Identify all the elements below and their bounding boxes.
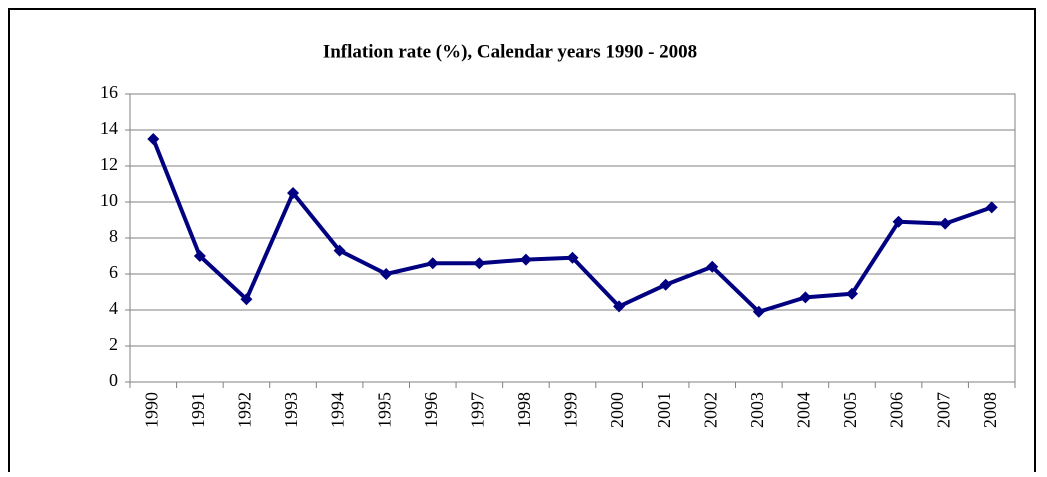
x-tick-label: 2005 (840, 392, 860, 428)
y-tick-label: 2 (109, 334, 118, 354)
x-tick-label: 1999 (561, 392, 581, 428)
data-marker (752, 305, 765, 318)
y-tick-label: 14 (100, 118, 118, 138)
x-tick-label: 1996 (421, 392, 441, 428)
x-tick-label: 1991 (188, 392, 208, 428)
x-tick-label: 2001 (654, 392, 674, 428)
x-tick-label: 2000 (607, 392, 627, 428)
x-tick-label: 1998 (514, 392, 534, 428)
data-marker (566, 251, 579, 264)
x-tick-label: 1994 (328, 392, 348, 428)
data-marker (426, 257, 439, 270)
y-tick-label: 8 (109, 226, 118, 246)
data-marker (473, 257, 486, 270)
data-marker (939, 217, 952, 230)
y-tick-label: 0 (109, 370, 118, 390)
x-tick-label: 2002 (700, 392, 720, 428)
x-tick-label: 1992 (235, 392, 255, 428)
data-marker (845, 287, 858, 300)
x-tick-label: 1993 (281, 392, 301, 428)
data-marker (799, 291, 812, 304)
plot-border (129, 93, 1016, 383)
data-marker (985, 201, 998, 214)
x-tick-label: 2006 (887, 392, 907, 428)
x-tick-label: 2004 (794, 392, 814, 428)
y-tick-label: 6 (109, 262, 118, 282)
data-marker (380, 268, 393, 280)
data-marker (240, 293, 253, 306)
data-marker (287, 187, 300, 199)
data-marker (147, 133, 160, 145)
y-tick-label: 10 (100, 190, 118, 210)
x-tick-label: 1997 (467, 392, 487, 428)
y-tick-label: 12 (100, 154, 118, 174)
data-marker (706, 260, 719, 273)
chart-title: Inflation rate (%), Calendar years 1990 … (323, 41, 697, 62)
x-tick-label: 2003 (747, 392, 767, 428)
x-tick-label: 2008 (980, 392, 1000, 428)
x-tick-label: 2007 (933, 392, 953, 428)
y-tick-label: 4 (109, 298, 118, 318)
data-marker (193, 250, 206, 262)
data-marker (892, 215, 905, 228)
x-tick-label: 1990 (141, 392, 161, 428)
data-marker (659, 278, 672, 291)
chart-border (8, 8, 1036, 477)
y-tick-label: 16 (100, 82, 118, 102)
data-marker (333, 244, 346, 257)
data-marker (519, 253, 532, 266)
x-tick-label: 1995 (374, 392, 394, 428)
data-marker (613, 300, 626, 313)
